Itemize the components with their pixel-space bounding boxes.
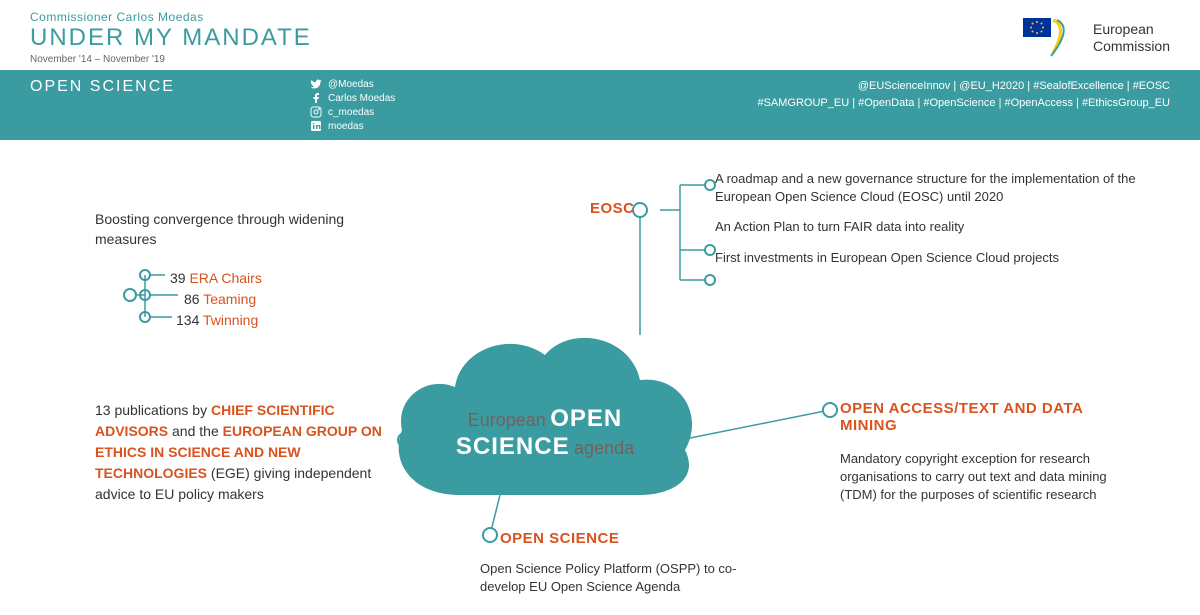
hashtags: @EUScienceInnov | @EU_H2020 | #SealofExc…	[490, 78, 1170, 132]
teal-bar: OPEN SCIENCE @Moedas Carlos Moedas c_moe…	[0, 70, 1200, 140]
stats-list: 39 ERA Chairs 86 Teaming 134 Twinning	[170, 268, 262, 331]
section-title: OPEN SCIENCE	[30, 78, 310, 132]
stat-num: 134	[176, 312, 199, 328]
twitter-icon	[310, 78, 322, 90]
stat-label: Twinning	[203, 312, 258, 328]
stat-label: ERA Chairs	[189, 270, 261, 286]
open-science-title: OPEN SCIENCE	[500, 530, 619, 547]
instagram-icon	[310, 106, 322, 118]
publications-text: 13 publications by CHIEF SCIENTIFIC ADVI…	[95, 400, 395, 505]
stat-row: 86 Teaming	[170, 289, 262, 310]
ec-logo: European Commission	[1023, 10, 1170, 65]
mandate-title: UNDER MY MANDATE	[30, 24, 312, 52]
stat-row: 39 ERA Chairs	[170, 268, 262, 289]
open-science-text: Open Science Policy Platform (OSPP) to c…	[480, 560, 740, 596]
eosc-item: An Action Plan to turn FAIR data into re…	[715, 218, 1145, 236]
boosting-text: Boosting convergence through widening me…	[95, 210, 345, 249]
social-block: @Moedas Carlos Moedas c_moedas moedas	[310, 78, 490, 132]
pub-prefix: 13 publications by	[95, 402, 211, 418]
hashtags-line-1: @EUScienceInnov | @EU_H2020 | #SealofExc…	[490, 78, 1170, 95]
ec-logo-text: European Commission	[1093, 21, 1170, 55]
instagram-row: c_moedas	[310, 106, 490, 118]
facebook-row: Carlos Moedas	[310, 92, 490, 104]
facebook-icon	[310, 92, 322, 104]
cloud-graphic: European OPEN SCIENCE agenda	[390, 315, 700, 515]
cloud-label: European OPEN SCIENCE agenda	[440, 405, 650, 461]
header-left: Commissioner Carlos Moedas UNDER MY MAND…	[30, 10, 312, 65]
stat-row: 134 Twinning	[170, 310, 262, 331]
cloud-word-2: OPEN	[550, 405, 622, 432]
eu-flag-icon	[1023, 18, 1083, 58]
header: Commissioner Carlos Moedas UNDER MY MAND…	[0, 0, 1200, 70]
instagram-handle: c_moedas	[328, 107, 374, 118]
cloud-word-1: European	[468, 410, 546, 430]
open-access-title: OPEN ACCESS/TEXT AND DATA MINING	[840, 400, 1120, 434]
commissioner-name: Commissioner Carlos Moedas	[30, 10, 312, 24]
linkedin-handle: moedas	[328, 121, 364, 132]
twitter-row: @Moedas	[310, 78, 490, 90]
pub-mid: and the	[168, 423, 223, 439]
linkedin-row: moedas	[310, 120, 490, 132]
cloud-word-3: SCIENCE	[456, 433, 570, 460]
mandate-dates: November '14 – November '19	[30, 54, 312, 65]
linkedin-icon	[310, 120, 322, 132]
eosc-item: First investments in European Open Scien…	[715, 249, 1145, 267]
open-access-text: Mandatory copyright exception for resear…	[840, 450, 1120, 505]
stat-num: 86	[184, 291, 200, 307]
hashtags-line-2: #SAMGROUP_EU | #OpenData | #OpenScience …	[490, 95, 1170, 112]
eosc-items: A roadmap and a new governance structure…	[715, 170, 1145, 279]
content-area: European OPEN SCIENCE agenda Boosting co…	[0, 140, 1200, 615]
org-line-1: European	[1093, 21, 1170, 38]
org-line-2: Commission	[1093, 38, 1170, 55]
facebook-name: Carlos Moedas	[328, 93, 395, 104]
cloud-word-4: agenda	[574, 438, 634, 458]
stat-num: 39	[170, 270, 186, 286]
eosc-item: A roadmap and a new governance structure…	[715, 170, 1145, 206]
eosc-title: EOSC	[590, 200, 635, 217]
stat-label: Teaming	[203, 291, 256, 307]
twitter-handle: @Moedas	[328, 79, 374, 90]
